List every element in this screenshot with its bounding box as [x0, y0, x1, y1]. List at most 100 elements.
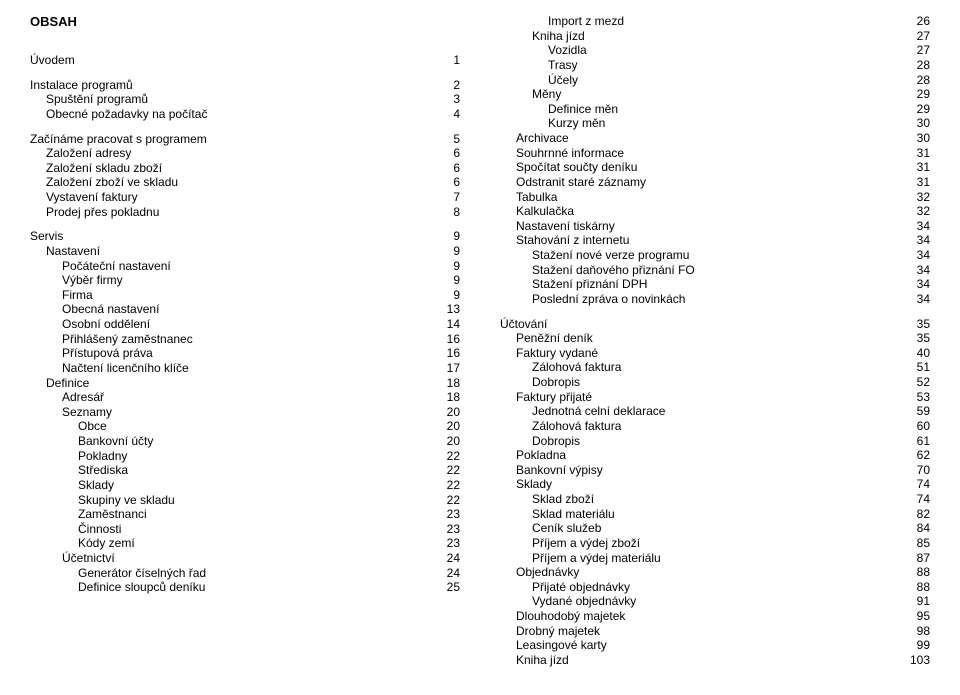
toc-row: Vozidla27 [500, 43, 930, 58]
toc-label: Obce [30, 419, 107, 434]
toc-row: Dobropis61 [500, 434, 930, 449]
toc-label: Stažení přiznání DPH [500, 277, 647, 292]
toc-page-number: 53 [902, 390, 930, 405]
toc-row: Sklady22 [30, 478, 460, 493]
toc-label: Účetnictví [30, 551, 115, 566]
toc-row: Stažení nové verze programu 34 [500, 248, 930, 263]
toc-row: Spočítat součty deníku31 [500, 160, 930, 175]
toc-title: OBSAH [30, 14, 460, 29]
toc-label: Odstranit staré záznamy [500, 175, 646, 190]
toc-page-number: 91 [902, 594, 930, 609]
toc-label: Kniha jízd [500, 653, 569, 668]
toc-page-number: 23 [432, 536, 460, 551]
toc-page-number: 40 [902, 346, 930, 361]
toc-page-number: 87 [902, 551, 930, 566]
toc-row: Faktury vydané40 [500, 346, 930, 361]
toc-page-number: 34 [902, 292, 930, 307]
toc-page-number: 98 [902, 624, 930, 639]
toc-row: Sklad zboží 74 [500, 492, 930, 507]
toc-row: Příjem a výdej materiálu 87 [500, 551, 930, 566]
toc-row: Účtování35 [500, 317, 930, 332]
toc-row: Adresář18 [30, 390, 460, 405]
toc-page-number: 23 [432, 522, 460, 537]
toc-page-number: 20 [432, 434, 460, 449]
toc-label: Přihlášený zaměstnanec [30, 332, 193, 347]
toc-row: Dlouhodobý majetek95 [500, 609, 930, 624]
toc-row: Definice18 [30, 376, 460, 391]
toc-row: Kalkulačka32 [500, 204, 930, 219]
toc-row: Začínáme pracovat s programem5 [30, 132, 460, 147]
toc-label: Faktury přijaté [500, 390, 592, 405]
toc-page-number: 22 [432, 449, 460, 464]
toc-label: Skupiny ve skladu [30, 493, 175, 508]
toc-page-number: 8 [432, 205, 460, 220]
toc-page-number: 103 [902, 653, 930, 668]
toc-label: Obecné požadavky na počítač [30, 107, 207, 122]
toc-row: Střediska22 [30, 463, 460, 478]
toc-row: Přístupová práva16 [30, 346, 460, 361]
toc-row: Kniha jízd27 [500, 29, 930, 44]
toc-label: Účely [500, 73, 578, 88]
toc-row: Ceník služeb84 [500, 521, 930, 536]
toc-page-number: 9 [432, 273, 460, 288]
toc-label: Jednotná celní deklarace [500, 404, 665, 419]
toc-page-number: 84 [902, 521, 930, 536]
toc-label: Sklad materiálu [500, 507, 615, 522]
toc-row: Počáteční nastavení9 [30, 259, 460, 274]
toc-label: Spuštění programů [30, 92, 148, 107]
toc-label: Zálohová faktura [500, 360, 621, 375]
toc-row: Kniha jízd 103 [500, 653, 930, 668]
toc-page-number: 35 [902, 317, 930, 332]
toc-row: Zálohová faktura 51 [500, 360, 930, 375]
toc-page-number: 60 [902, 419, 930, 434]
toc-row: Založení zboží ve skladu6 [30, 175, 460, 190]
toc-label: Vozidla [500, 43, 587, 58]
toc-page-number: 13 [432, 302, 460, 317]
toc-label: Generátor číselných řad [30, 566, 206, 581]
toc-row: Souhrnné informace31 [500, 146, 930, 161]
toc-page-number: 34 [902, 248, 930, 263]
toc-label: Stažení nové verze programu [500, 248, 689, 263]
toc-row: Seznamy20 [30, 405, 460, 420]
toc-page-number: 3 [432, 92, 460, 107]
toc-row: Účetnictví 24 [30, 551, 460, 566]
toc-row: Spuštění programů 3 [30, 92, 460, 107]
toc-page-number: 85 [902, 536, 930, 551]
toc-label: Sklad zboží [500, 492, 594, 507]
toc-row: Výběr firmy9 [30, 273, 460, 288]
toc-row: Peněžní deník35 [500, 331, 930, 346]
toc-label: Počáteční nastavení [30, 259, 171, 274]
toc-page-number: 24 [432, 551, 460, 566]
toc-label: Instalace programů [30, 78, 133, 93]
toc-page-number: 31 [902, 160, 930, 175]
toc-row: Úvodem1 [30, 53, 460, 68]
toc-label: Servis [30, 229, 63, 244]
toc-row: Objednávky88 [500, 565, 930, 580]
toc-row: Obce20 [30, 419, 460, 434]
toc-label: Dobropis [500, 434, 580, 449]
toc-page-number: 34 [902, 233, 930, 248]
toc-page-number: 31 [902, 175, 930, 190]
toc-label: Definice [30, 376, 89, 391]
toc-label: Příjem a výdej materiálu [500, 551, 661, 566]
toc-page-number: 51 [902, 360, 930, 375]
toc-page-number: 29 [902, 102, 930, 117]
toc-label: Archivace [500, 131, 569, 146]
toc-page-number: 88 [902, 580, 930, 595]
toc-label: Dlouhodobý majetek [500, 609, 625, 624]
toc-page-number: 29 [902, 87, 930, 102]
toc-row: Bankovní výpisy70 [500, 463, 930, 478]
toc-page-number: 28 [902, 73, 930, 88]
toc-page-number: 5 [432, 132, 460, 147]
toc-label: Trasy [500, 58, 578, 73]
toc-page-number: 82 [902, 507, 930, 522]
toc-page-number: 34 [902, 277, 930, 292]
toc-label: Přístupová práva [30, 346, 153, 361]
toc-label: Kniha jízd [500, 29, 585, 44]
toc-row: Načtení licenčního klíče17 [30, 361, 460, 376]
toc-page-number: 34 [902, 263, 930, 278]
toc-page-number: 74 [902, 492, 930, 507]
toc-row: Založení adresy6 [30, 146, 460, 161]
toc-row: Sklad materiálu 82 [500, 507, 930, 522]
toc-page-number: 7 [432, 190, 460, 205]
